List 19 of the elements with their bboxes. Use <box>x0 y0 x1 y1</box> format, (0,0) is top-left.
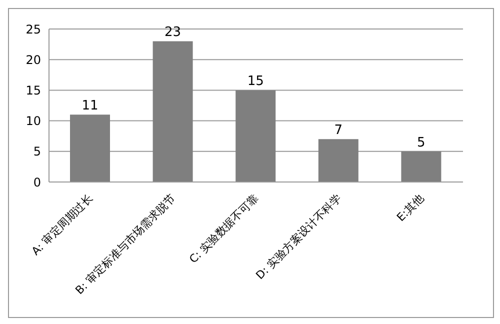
data-label: 5 <box>417 135 426 150</box>
data-label: 23 <box>164 25 182 40</box>
data-label: 7 <box>334 123 343 138</box>
bar <box>70 114 110 182</box>
bar <box>152 41 193 182</box>
y-tick-label: 10 <box>26 114 41 128</box>
y-tick-label: 25 <box>26 22 41 36</box>
x-tick-label: A: 审定周期过长 <box>29 192 96 258</box>
y-tick-label: 20 <box>26 52 41 67</box>
bar <box>236 90 276 182</box>
bar <box>401 151 442 182</box>
y-tick-label: 5 <box>33 144 41 159</box>
y-tick-label: 15 <box>26 83 41 98</box>
y-tick-label: 0 <box>33 175 41 190</box>
data-label: 11 <box>82 98 98 114</box>
data-label: 15 <box>247 74 264 90</box>
x-tick-label: C: 实验数据不可靠 <box>186 192 261 266</box>
x-tick-label: E:其他 <box>394 192 427 224</box>
bar <box>318 139 358 182</box>
